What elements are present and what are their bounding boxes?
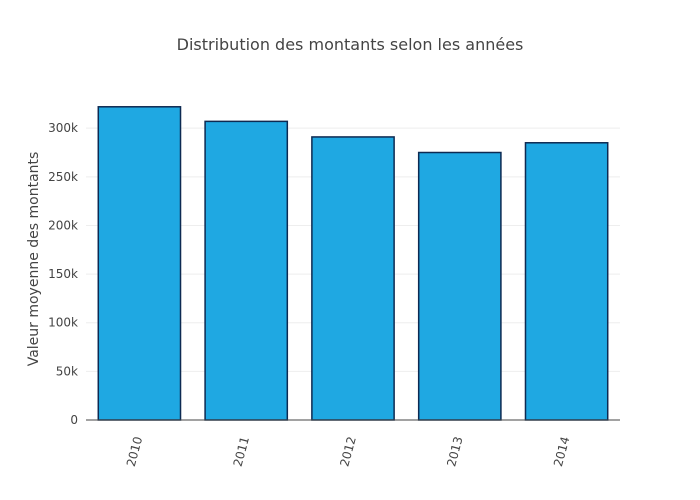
- x-tick-label-2014: 2014: [551, 435, 572, 468]
- bars: [97, 106, 609, 421]
- y-tick-label: 100k: [48, 316, 78, 330]
- y-tick-label: 0: [70, 413, 78, 427]
- x-tick-label-2012: 2012: [337, 435, 358, 468]
- y-axis-label: Valeur moyenne des montants: [26, 152, 42, 367]
- bar-2011: [204, 120, 289, 421]
- y-tick-label: 300k: [48, 121, 78, 135]
- y-tick-label: 200k: [48, 218, 78, 232]
- y-tick-labels: 0 50k 100k 150k 200k 250k 300k: [48, 121, 78, 427]
- bar-2014: [524, 142, 609, 421]
- bar-2012: [311, 136, 395, 421]
- x-tick-label-2010: 2010: [124, 435, 145, 468]
- x-tick-labels: 2010 2011 2012 2013 2014: [124, 435, 573, 468]
- bar-2013: [417, 151, 502, 421]
- y-tick-label: 250k: [48, 170, 78, 184]
- y-tick-label: 150k: [48, 267, 78, 281]
- y-tick-label: 50k: [56, 364, 78, 378]
- x-tick-label-2011: 2011: [231, 435, 252, 468]
- bar-2010: [97, 106, 182, 421]
- chart-title: Distribution des montants selon les anné…: [177, 35, 524, 54]
- x-tick-label-2013: 2013: [444, 435, 465, 468]
